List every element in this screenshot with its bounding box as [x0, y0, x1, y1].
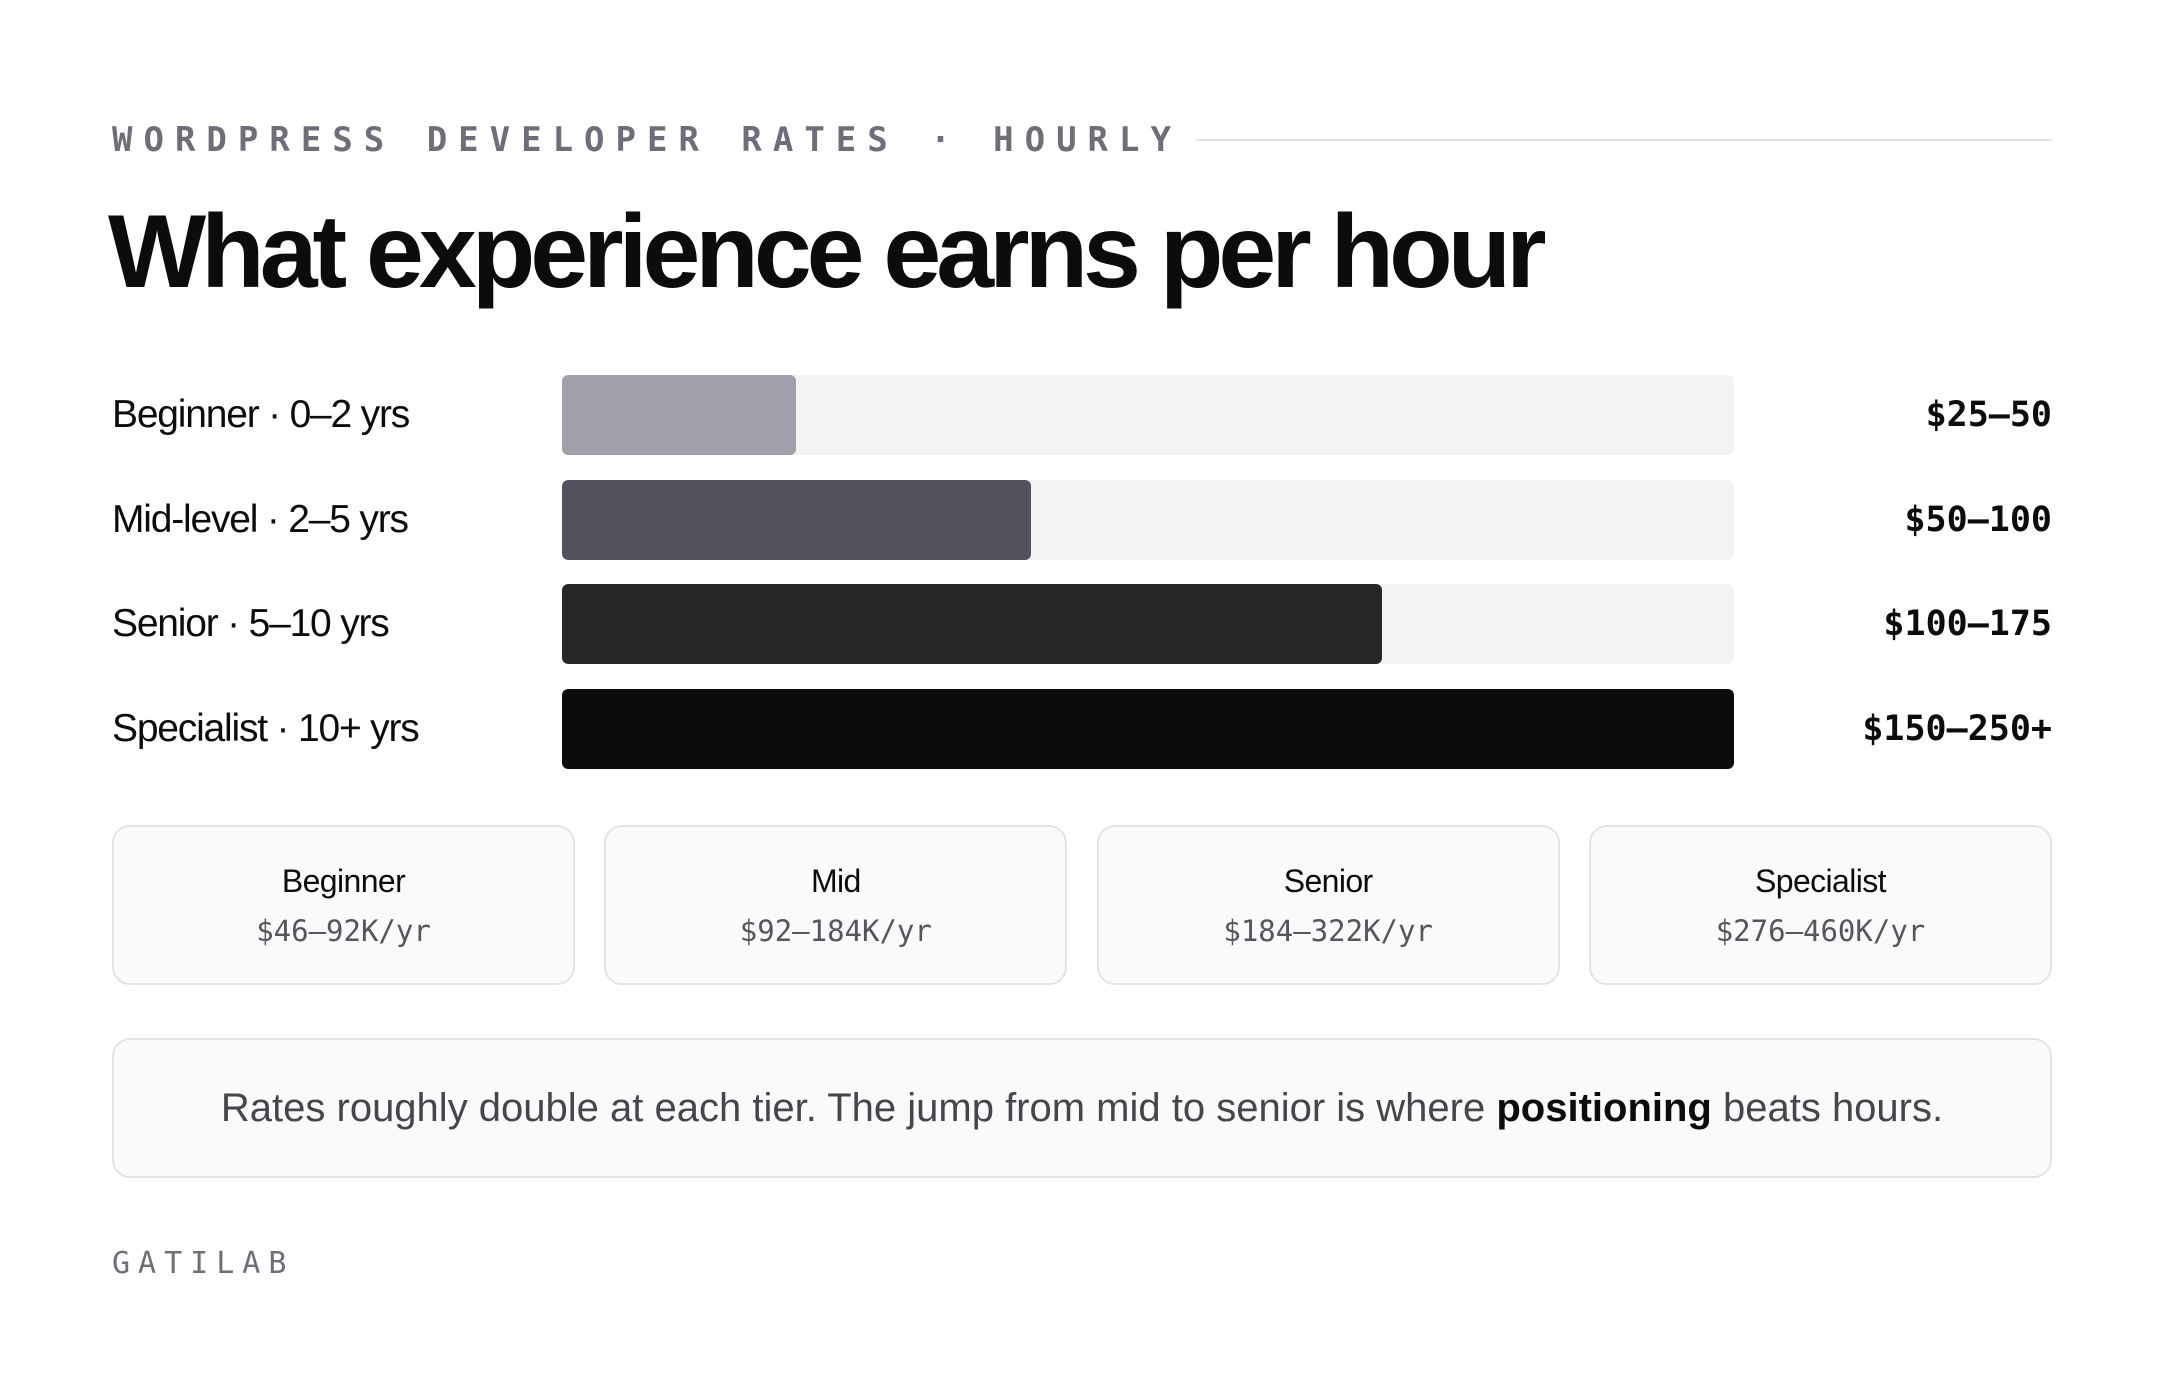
bar-track — [562, 584, 1734, 664]
bar-label: Mid-level · 2–5 yrs — [112, 497, 409, 541]
bar-value-label: $50–100 — [1904, 499, 2052, 540]
salary-card-specialist: Specialist $276–460K/yr — [1588, 825, 2052, 985]
card-salary: $46–92K/yr — [256, 914, 431, 948]
brand-logo-text: GATILAB — [112, 1246, 295, 1281]
bar-track — [562, 375, 1734, 455]
bar-row: Beginner · 0–2 yrs $25–50 — [112, 375, 2052, 455]
bar-value-label: $100–175 — [1883, 604, 2052, 644]
insight-note: Rates roughly double at each tier. The j… — [112, 1038, 2052, 1178]
bar-row: Senior · 5–10 yrs $100–175 — [112, 584, 2052, 664]
note-text: Rates roughly double at each tier. The j… — [220, 1086, 1497, 1130]
bar-value-label: $25–50 — [1925, 395, 2052, 435]
card-salary: $184–322K/yr — [1223, 914, 1433, 948]
bar — [562, 479, 1031, 560]
salary-cards: Beginner $46–92K/yr Mid $92–184K/yr Seni… — [112, 825, 2052, 989]
eyebrow-divider — [1195, 139, 2052, 141]
card-name: Specialist — [1755, 863, 1887, 899]
bar-value-label: $150–250+ — [1862, 708, 2052, 749]
card-name: Senior — [1283, 863, 1374, 899]
bar — [562, 375, 797, 455]
bar-label: Specialist · 10+ yrs — [112, 706, 420, 750]
bar — [562, 584, 1383, 664]
bar-row: Mid-level · 2–5 yrs $50–100 — [112, 479, 2052, 560]
bar-track — [562, 479, 1734, 560]
bar — [562, 688, 1734, 769]
card-salary: $276–460K/yr — [1715, 914, 1926, 948]
eyebrow-label: WORDPRESS DEVELOPER RATES · HOURLY — [112, 120, 1182, 160]
salary-card-mid: Mid $92–184K/yr — [604, 825, 1068, 985]
infographic: WORDPRESS DEVELOPER RATES · HOURLY What … — [108, 0, 2052, 1396]
bar-row: Specialist · 10+ yrs $150–250+ — [112, 688, 2052, 769]
bar-label: Beginner · 0–2 yrs — [112, 393, 410, 436]
bar-label: Senior · 5–10 yrs — [112, 602, 390, 645]
salary-card-senior: Senior $184–322K/yr — [1096, 825, 1560, 985]
card-name: Beginner — [281, 863, 406, 899]
eyebrow-row: WORDPRESS DEVELOPER RATES · HOURLY — [112, 118, 2052, 162]
card-name: Mid — [810, 863, 861, 899]
note-text-end: beats hours. — [1711, 1086, 1944, 1130]
page-title: What experience earns per hour — [108, 194, 1547, 310]
salary-card-beginner: Beginner $46–92K/yr — [112, 825, 575, 985]
card-salary: $92–184K/yr — [739, 914, 932, 948]
bar-track — [562, 688, 1734, 769]
note-emphasis: positioning — [1496, 1086, 1712, 1130]
